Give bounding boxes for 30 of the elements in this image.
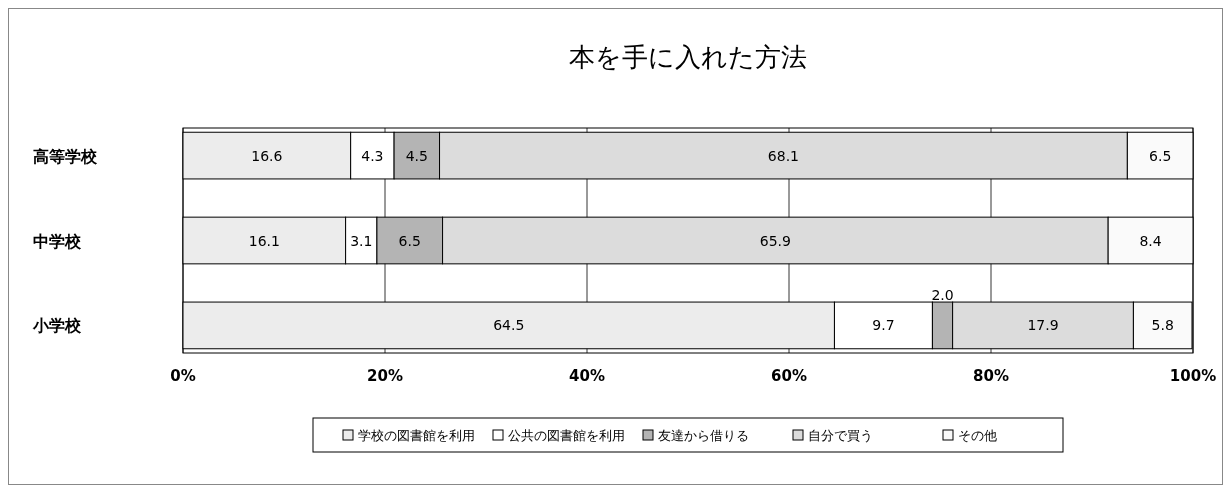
data-label: 65.9 <box>759 232 791 249</box>
y-tick-label: 中学校 <box>33 231 82 251</box>
data-label: 3.1 <box>350 232 373 249</box>
chart-title: 本を手に入れた方法 <box>569 42 807 72</box>
x-tick-label: 80% <box>973 367 1009 385</box>
data-label: 68.1 <box>767 147 800 164</box>
legend-label: その他 <box>958 428 997 443</box>
data-label: 4.5 <box>405 147 428 164</box>
x-tick-label: 40% <box>569 367 605 385</box>
legend-label: 友達から借りる <box>658 428 749 443</box>
legend-label: 公共の図書館を利用 <box>508 428 625 443</box>
data-label: 5.8 <box>1151 317 1174 334</box>
legend-label: 学校の図書館を利用 <box>358 428 475 443</box>
data-label: 16.1 <box>248 232 280 249</box>
data-label: 17.9 <box>1027 317 1059 334</box>
data-label: 8.4 <box>1139 232 1162 249</box>
x-tick-label: 100% <box>1169 367 1217 385</box>
x-tick-label: 60% <box>771 367 807 385</box>
data-label: 4.3 <box>361 147 384 164</box>
y-tick-label: 小学校 <box>32 316 82 336</box>
legend-label: 自分で買う <box>808 428 873 443</box>
x-tick-label: 0% <box>170 367 196 385</box>
x-tick-label: 20% <box>367 367 403 385</box>
data-label: 2.0 <box>931 287 954 304</box>
data-label: 9.7 <box>872 317 895 334</box>
y-tick-label: 高等学校 <box>33 146 98 166</box>
data-label: 6.5 <box>398 232 421 249</box>
data-label: 6.5 <box>1149 147 1172 164</box>
data-label: 64.5 <box>493 317 525 334</box>
data-label: 16.6 <box>251 147 283 164</box>
